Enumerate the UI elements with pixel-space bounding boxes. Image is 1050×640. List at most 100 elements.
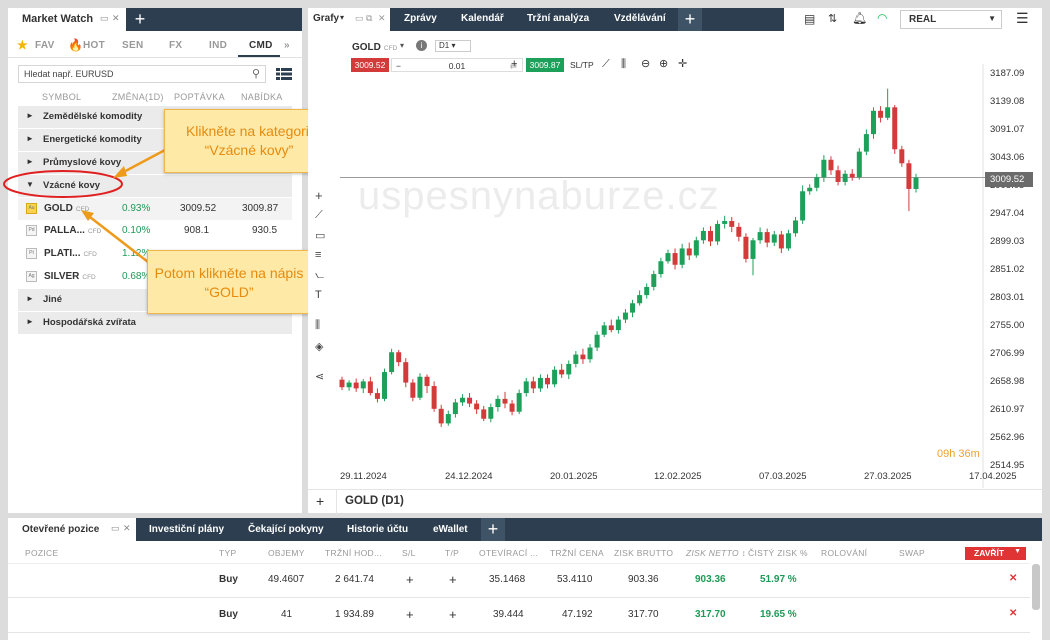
tab-fav[interactable]: FAV (35, 40, 55, 51)
text-tool-icon[interactable]: T (315, 289, 322, 301)
add-tab-button[interactable]: + (481, 518, 505, 541)
add-tool-icon[interactable]: + (315, 188, 323, 203)
table-row[interactable]: Buy 41 1 934.89 + + 39.444 47.192 317.70… (8, 599, 1030, 633)
price-chart[interactable] (308, 8, 1042, 488)
search-input[interactable]: Hledat např. EURUSD ⚲ (18, 65, 266, 83)
maximize-icon[interactable]: ▭ (111, 523, 120, 533)
symbol-ask[interactable]: 930.5 (252, 225, 278, 236)
symbol-bid[interactable]: 908.1 (184, 225, 210, 236)
zoom-out-icon[interactable]: ⊖ (641, 58, 651, 70)
buy-button[interactable]: 3009.87 (526, 58, 564, 72)
col-rollover[interactable]: ROLOVÁNÍ (821, 548, 868, 558)
tab-news[interactable]: Zprávy (404, 13, 437, 24)
bell-icon[interactable]: 🔔︎ (852, 11, 868, 25)
tab-market-watch[interactable]: Market Watch (8, 8, 126, 31)
tab-calendar[interactable]: Kalendář (461, 13, 504, 24)
col-gross-profit[interactable]: ZISK BRUTTO (614, 548, 674, 558)
chart-footer-title[interactable]: GOLD (D1) (345, 495, 404, 507)
timeframe-select[interactable]: D1 ▾ (435, 40, 471, 52)
col-change[interactable]: ZMĚNA(1D) (112, 92, 164, 102)
col-position[interactable]: POZICE (25, 548, 59, 558)
scrollbar[interactable] (1032, 564, 1040, 610)
symbol-ask[interactable]: 3009.87 (242, 203, 279, 214)
tab-account-history[interactable]: Historie účtu (347, 524, 409, 535)
col-market-value[interactable]: TRŽNÍ HOD... (325, 548, 382, 558)
tab-charts[interactable]: Grafy ▾ ▭ ⧉ ✕ (308, 8, 390, 31)
fan-icon[interactable]: ⦦ (315, 269, 325, 281)
col-net-profit[interactable]: ZISK NETTO ↕ (686, 548, 747, 558)
price-alert-icon[interactable]: ⇅ (828, 13, 838, 25)
col-volume[interactable]: OBJEMY (268, 548, 305, 558)
tab-pending-orders[interactable]: Čekající pokyny (248, 524, 324, 535)
share-icon[interactable]: ⋖ (315, 371, 325, 383)
swap-icon[interactable]: ⇄ (509, 61, 517, 71)
symbol-bid[interactable]: 3009.52 (180, 203, 217, 214)
col-swap[interactable]: SWAP (899, 548, 925, 558)
group-precious-metals[interactable]: ▼ Vzácné kovy (18, 175, 292, 197)
col-market-price[interactable]: TRŽNÍ CENA (550, 548, 604, 558)
tab-open-positions[interactable]: Otevřené pozice ▭ ✕ (8, 518, 136, 541)
layout-icon[interactable]: ▤ (804, 12, 816, 26)
popout-icon[interactable]: ⧉ (366, 13, 373, 23)
list-view-icon[interactable] (276, 68, 292, 80)
symbol-row-palladium[interactable]: Pd PALLA... CFD 0.10% 908.1 930.5 (18, 220, 292, 242)
table-row[interactable]: Buy 49.4607 2 641.74 + + 35.1468 53.4110… (8, 564, 1030, 598)
col-net-profit-pct[interactable]: ČISTÝ ZISK % (748, 548, 808, 558)
tab-cmd[interactable]: CMD (249, 40, 273, 51)
search-icon[interactable]: ⚲ (251, 68, 260, 80)
maximize-icon[interactable]: ▭ (100, 13, 109, 23)
zoom-in-icon[interactable]: ⊕ (659, 58, 669, 70)
layers-icon[interactable]: ◈ (315, 341, 324, 353)
close-icon[interactable]: ✕ (112, 13, 120, 23)
col-symbol[interactable]: SYMBOL (42, 92, 82, 102)
symbol-row-silver[interactable]: Ag SILVER CFD 0.68% (18, 266, 292, 288)
col-sl[interactable]: S/L (402, 548, 416, 558)
tab-fx[interactable]: FX (169, 40, 183, 51)
tab-education[interactable]: Vzdělávání (614, 13, 666, 24)
add-tp-button[interactable]: + (449, 607, 457, 622)
trendline-icon[interactable]: ⟋ (315, 209, 323, 221)
info-icon[interactable]: i (416, 40, 427, 51)
col-bid[interactable]: POPTÁVKA (174, 92, 225, 102)
add-chart-button[interactable]: + (316, 493, 325, 509)
maximize-icon[interactable]: ▭ (355, 13, 364, 23)
close-all-button[interactable]: ZAVŘÍT ▼ (965, 547, 1026, 560)
rectangle-icon[interactable]: ▭ (315, 230, 326, 242)
close-icon[interactable]: ✕ (123, 523, 131, 533)
col-tp[interactable]: T/P (445, 548, 460, 558)
tab-investment-plans[interactable]: Investiční plány (149, 524, 225, 535)
tab-market-analysis[interactable]: Tržní analýza (527, 13, 590, 24)
line-chart-icon[interactable]: ⟋ (602, 58, 610, 70)
more-tabs-icon[interactable]: » (284, 40, 290, 51)
add-tab-button[interactable]: + (678, 8, 702, 31)
add-sl-button[interactable]: + (406, 607, 414, 622)
add-sl-button[interactable]: + (406, 572, 414, 587)
menu-icon[interactable]: ☰ (1016, 10, 1029, 26)
col-ask[interactable]: NABÍDKA (241, 92, 283, 102)
group-livestock[interactable]: ► Hospodářská zvířata (18, 312, 292, 334)
chevron-down-icon[interactable]: ▾ (400, 41, 405, 50)
minus-icon[interactable]: − (396, 61, 401, 71)
plus-icon[interactable]: + (511, 58, 518, 70)
fibonacci-icon[interactable]: ≡ (315, 249, 322, 261)
close-position-icon[interactable]: ✕ (1009, 608, 1018, 619)
close-position-icon[interactable]: ✕ (1009, 573, 1018, 584)
add-tab-button[interactable]: + (134, 9, 146, 29)
add-tp-button[interactable]: + (449, 572, 457, 587)
tab-ind[interactable]: IND (209, 40, 228, 51)
sell-button[interactable]: 3009.52 (351, 58, 389, 72)
symbol-row-gold[interactable]: Au GOLD CFD 0.93% 3009.52 3009.87 (18, 198, 292, 220)
dropdown-icon[interactable]: ▾ (340, 13, 345, 22)
tab-ewallet[interactable]: eWallet (433, 524, 468, 535)
crosshair-icon[interactable]: ✛ (678, 58, 688, 70)
close-icon[interactable]: ✕ (378, 13, 386, 23)
col-type[interactable]: TYP (219, 548, 237, 558)
candles-icon[interactable]: ⫼ (621, 58, 627, 70)
account-select[interactable]: REAL ▼ (900, 10, 1002, 29)
indicators-icon[interactable]: ⫼ (315, 319, 321, 331)
volume-input[interactable]: − 0.01 ⇄ (391, 58, 523, 72)
sltp-button[interactable]: SL/TP (570, 60, 594, 70)
tab-hot[interactable]: HOT (83, 40, 106, 51)
col-open-price[interactable]: OTEVÍRACÍ ... (479, 548, 539, 558)
tab-sen[interactable]: SEN (122, 40, 144, 51)
